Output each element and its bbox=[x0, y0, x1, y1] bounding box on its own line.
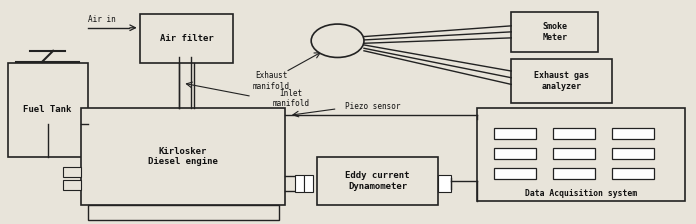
Text: Exhaust
manifold: Exhaust manifold bbox=[253, 71, 290, 90]
Text: Inlet
manifold: Inlet manifold bbox=[273, 89, 310, 108]
Bar bbox=[612, 168, 654, 179]
Bar bbox=[553, 168, 594, 179]
Text: Fuel Tank: Fuel Tank bbox=[24, 105, 72, 114]
Bar bbox=[512, 12, 598, 52]
Bar bbox=[438, 175, 451, 192]
Bar bbox=[553, 148, 594, 159]
Bar bbox=[494, 148, 535, 159]
Bar bbox=[512, 58, 612, 103]
Bar bbox=[304, 175, 313, 192]
Text: Eddy current
Dynamometer: Eddy current Dynamometer bbox=[345, 171, 410, 191]
Ellipse shape bbox=[311, 24, 364, 58]
Bar bbox=[88, 205, 278, 220]
Bar bbox=[494, 128, 535, 139]
Text: Data Acquisition system: Data Acquisition system bbox=[525, 189, 637, 198]
Bar bbox=[8, 63, 88, 157]
Bar bbox=[81, 108, 285, 205]
Text: Air in: Air in bbox=[88, 15, 116, 24]
Bar bbox=[63, 180, 81, 190]
Text: Piezo sensor: Piezo sensor bbox=[345, 102, 400, 111]
Bar bbox=[63, 166, 81, 177]
Text: Exhaust gas
analyzer: Exhaust gas analyzer bbox=[534, 71, 589, 90]
Bar bbox=[317, 157, 438, 205]
Bar bbox=[294, 175, 303, 192]
Text: Air filter: Air filter bbox=[159, 34, 214, 43]
Text: Smoke
Meter: Smoke Meter bbox=[542, 22, 567, 42]
Text: Kirlosker
Diesel engine: Kirlosker Diesel engine bbox=[148, 147, 218, 166]
Bar bbox=[553, 128, 594, 139]
Bar bbox=[140, 14, 233, 63]
Bar bbox=[612, 128, 654, 139]
Bar bbox=[612, 148, 654, 159]
Bar bbox=[477, 108, 685, 201]
Bar bbox=[494, 168, 535, 179]
